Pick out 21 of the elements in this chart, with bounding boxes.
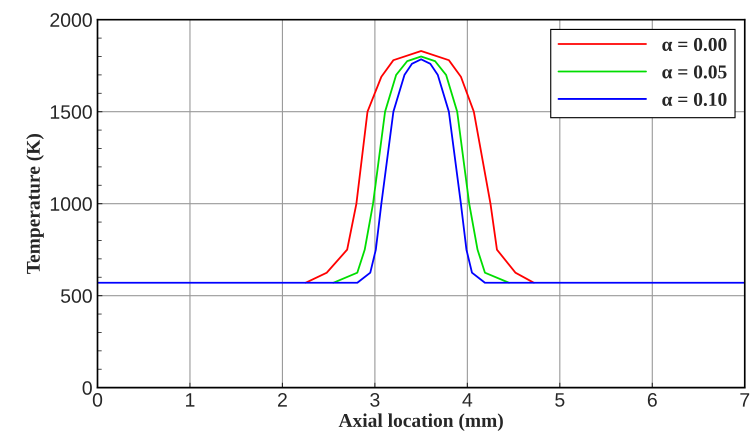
x-tick-label: 2 — [278, 393, 287, 407]
y-tick-label: 0 — [82, 381, 92, 395]
y-axis-title: Temperature (K) — [26, 134, 44, 274]
x-tick-label: 1 — [186, 393, 194, 407]
legend-label: α = 0.00 — [662, 38, 727, 52]
x-tick-label: 3 — [370, 393, 380, 407]
line-series — [98, 58, 745, 284]
line-series — [332, 56, 510, 284]
legend-label: α = 0.10 — [662, 92, 727, 106]
x-tick-label: 5 — [555, 393, 564, 407]
y-tick-label: 500 — [60, 289, 92, 303]
x-tick-label: 4 — [462, 393, 472, 407]
x-axis-title: Axial location (mm) — [338, 413, 503, 432]
legend-label: α = 0.05 — [662, 65, 727, 79]
y-tick-label: 1500 — [50, 105, 92, 119]
x-tick-label: 6 — [648, 393, 657, 407]
line-series — [304, 50, 535, 284]
x-tick-label: 0 — [92, 393, 102, 407]
x-tick-label: 7 — [740, 393, 750, 407]
y-tick-label: 1000 — [50, 197, 92, 211]
y-tick-label: 2000 — [50, 13, 92, 27]
